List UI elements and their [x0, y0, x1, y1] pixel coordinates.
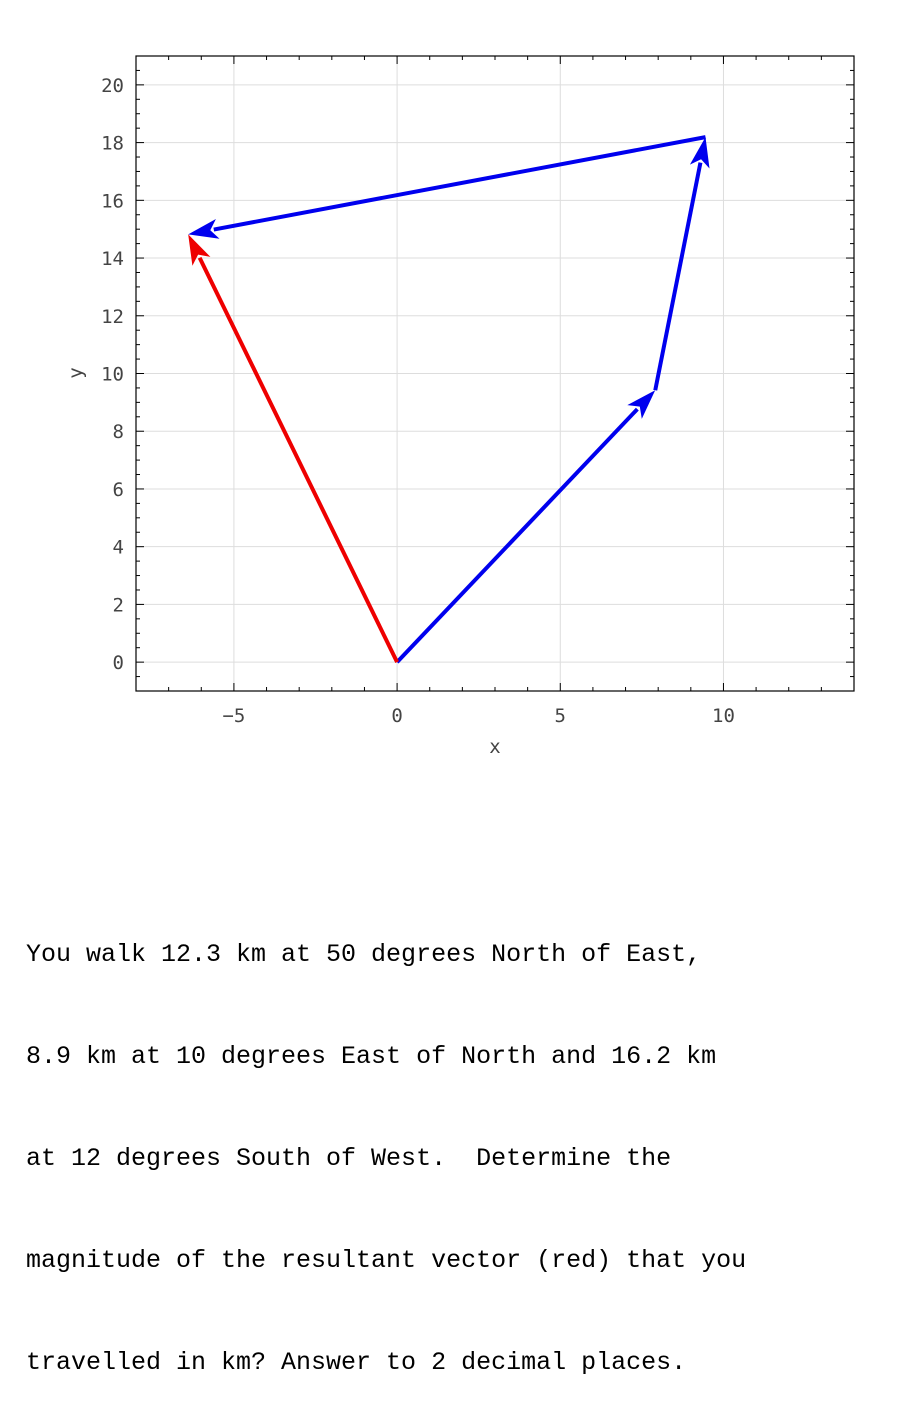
question-line: travelled in km? Answer to 2 decimal pla… — [26, 1348, 687, 1377]
vector-arrowhead — [689, 137, 710, 169]
y-tick-label: 8 — [113, 421, 124, 443]
displacement-vector — [653, 137, 710, 391]
vector-arrowhead — [188, 234, 211, 266]
displacement-vector — [188, 135, 706, 239]
vector-shaft — [197, 256, 399, 664]
x-tick-label: 10 — [712, 705, 735, 727]
x-tick-label: −5 — [222, 705, 245, 727]
vector-arrowhead — [627, 390, 656, 419]
y-tick-label: 10 — [101, 364, 124, 386]
question-line: magnitude of the resultant vector (red) … — [26, 1246, 747, 1275]
x-axis-label: x — [489, 736, 500, 758]
y-tick-label: 0 — [113, 652, 124, 674]
tick-labels: −5 0 5 10 0 2 4 6 8 10 12 14 16 18 20 — [101, 75, 735, 727]
y-tick-label: 14 — [101, 248, 124, 270]
y-tick-label: 4 — [113, 537, 124, 559]
x-tick-label: 0 — [391, 705, 402, 727]
vector-chart: −5 0 5 10 0 2 4 6 8 10 12 14 16 18 20 x y — [65, 55, 855, 758]
y-tick-label: 12 — [101, 306, 124, 328]
y-axis-label: y — [65, 367, 87, 378]
question-line: at 12 degrees South of West. Determine t… — [26, 1144, 672, 1173]
grid-lines — [136, 56, 854, 691]
y-tick-label: 2 — [113, 594, 124, 616]
vector-shaft — [213, 135, 706, 232]
y-tick-label: 16 — [101, 190, 124, 212]
vector-arrowhead — [188, 219, 220, 239]
vectors — [188, 135, 710, 664]
y-tick-label: 20 — [101, 75, 124, 97]
x-tick-label: 5 — [555, 705, 566, 727]
vector-shaft — [653, 162, 703, 391]
question-line: 8.9 km at 10 degrees East of North and 1… — [26, 1042, 717, 1071]
axis-ticks — [135, 55, 855, 692]
resultant-vector — [188, 234, 399, 664]
y-tick-label: 18 — [101, 133, 124, 155]
vector-shaft — [395, 407, 639, 664]
question-text: You walk 12.3 km at 50 degrees North of … — [26, 870, 886, 1414]
displacement-vector — [395, 390, 656, 664]
y-tick-label: 6 — [113, 479, 124, 501]
question-line: You walk 12.3 km at 50 degrees North of … — [26, 940, 702, 969]
